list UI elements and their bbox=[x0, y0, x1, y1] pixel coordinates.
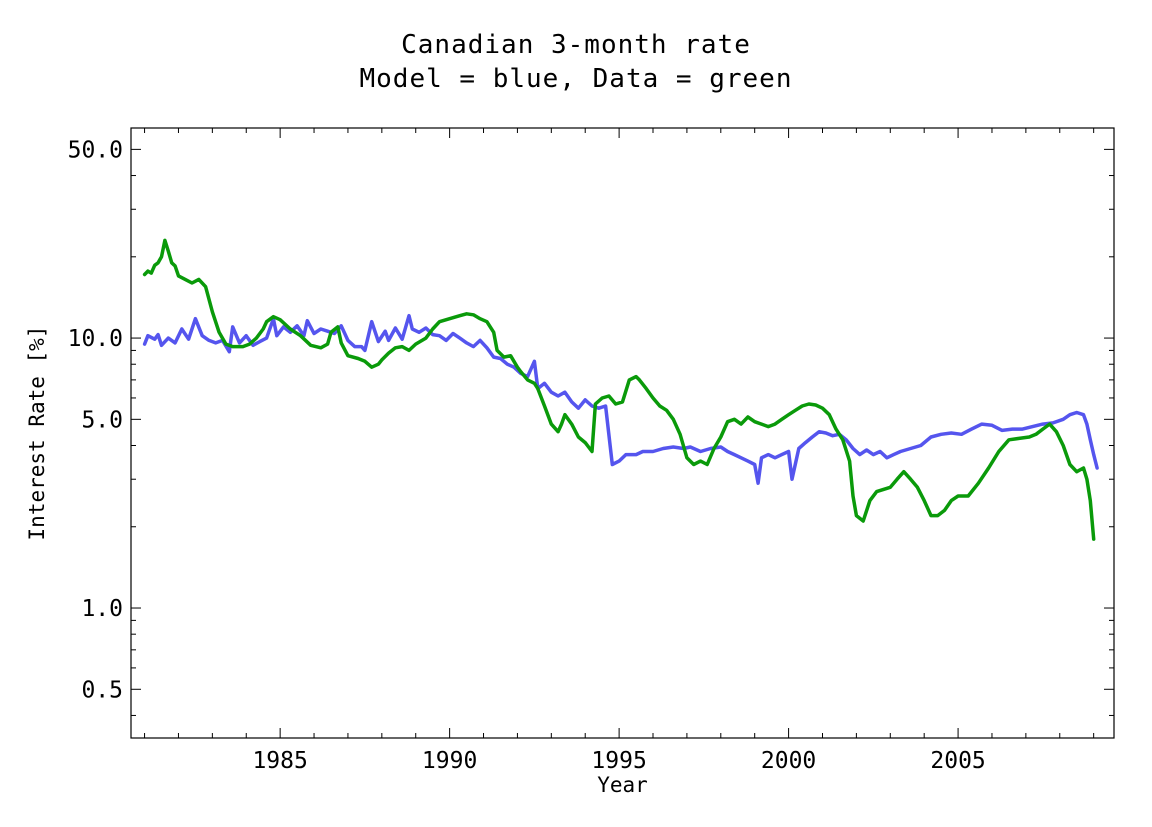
plot-frame bbox=[130, 127, 1115, 739]
y-axis-label: Interest Rate [%] bbox=[25, 326, 49, 541]
y-tick-label: 10.0 bbox=[68, 326, 123, 352]
chart-subtitle: Model = blue, Data = green bbox=[359, 64, 793, 94]
y-tick-label: 50.0 bbox=[68, 137, 123, 163]
series-line-data bbox=[142, 238, 1096, 541]
x-tick-label: 1995 bbox=[591, 748, 646, 774]
y-tick-label: 1.0 bbox=[81, 596, 123, 622]
x-tick-label: 1985 bbox=[252, 748, 307, 774]
x-tick-label: 2005 bbox=[930, 748, 985, 774]
chart-title: Canadian 3-month rate bbox=[401, 30, 751, 60]
y-tick-label: 0.5 bbox=[81, 677, 123, 703]
y-tick-label: 5.0 bbox=[81, 407, 123, 433]
x-axis-label: Year bbox=[597, 773, 648, 797]
x-tick-label: 1990 bbox=[422, 748, 477, 774]
x-tick-label: 2000 bbox=[761, 748, 816, 774]
series-line-model bbox=[142, 313, 1099, 485]
